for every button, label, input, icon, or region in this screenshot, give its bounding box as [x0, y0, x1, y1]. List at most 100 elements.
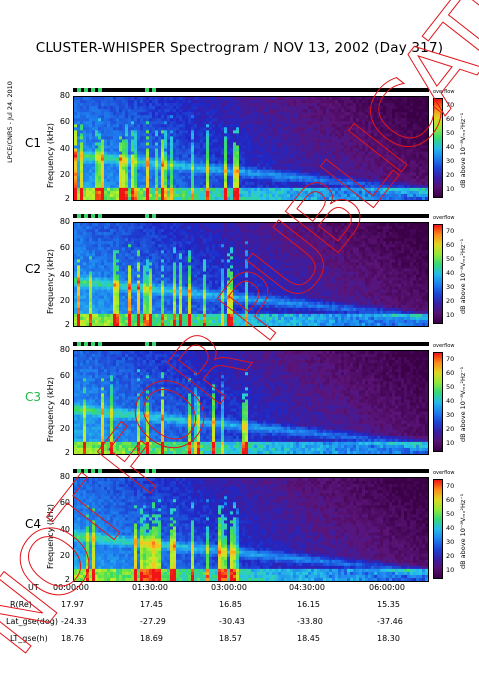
y-tick-label: 2 [64, 575, 70, 584]
x-axis-value: 18.45 [297, 634, 320, 643]
y-tick-label: 40 [59, 143, 70, 153]
panel-c1-spectrogram [73, 96, 429, 201]
coverage-segment [91, 214, 95, 218]
x-axis-value: 06:00:00 [369, 583, 405, 592]
x-axis-value: 17.97 [61, 600, 84, 609]
colorbar-tick-label: 70 [446, 227, 455, 235]
colorbar [433, 479, 443, 579]
x-axis-row-label: UT [28, 583, 39, 592]
x-axis-value: 16.85 [219, 600, 242, 609]
colorbar-tick-label: 60 [446, 369, 455, 377]
panel-c1-label: C1 [25, 136, 42, 150]
y-tick-label: 2 [64, 448, 70, 457]
panel-c4-coverage-bar [73, 469, 429, 473]
x-axis-value: -30.43 [219, 617, 245, 626]
x-axis-value: 16.15 [297, 600, 320, 609]
colorbar-tick-label: 30 [446, 411, 455, 419]
panel-c2-spectrogram [73, 222, 429, 327]
x-axis-value: 18.76 [61, 634, 84, 643]
y-tick-label: 80 [59, 217, 70, 226]
x-axis-row-label: Lat_gse(deg) [6, 617, 58, 626]
coverage-segment [91, 342, 95, 346]
coverage-segment [152, 342, 156, 346]
colorbar [433, 352, 443, 452]
coverage-segment [98, 88, 102, 92]
coverage-segment [84, 88, 88, 92]
y-tick-label: 2 [64, 194, 70, 203]
y-tick-label: 20 [59, 551, 70, 561]
colorbar-tick-label: 30 [446, 538, 455, 546]
colorbar-tick-label: 60 [446, 496, 455, 504]
colorbar-tick-label: 50 [446, 383, 455, 391]
coverage-segment [77, 469, 81, 473]
colorbar-tick-label: 50 [446, 255, 455, 263]
colorbar-tick-label: 10 [446, 311, 455, 319]
colorbar-header: overflow [433, 343, 455, 349]
x-axis-value: 17.45 [140, 600, 163, 609]
y-tick-label: 20 [59, 424, 70, 434]
coverage-segment [145, 342, 149, 346]
x-axis-value: 01:30:00 [132, 583, 168, 592]
y-tick-label: 40 [59, 524, 70, 534]
colorbar-tick-label: 20 [446, 297, 455, 305]
coverage-segment [84, 342, 88, 346]
y-tick-label: 40 [59, 269, 70, 279]
coverage-segment [77, 88, 81, 92]
coverage-segment [77, 342, 81, 346]
coverage-segment [98, 469, 102, 473]
side-stamp: LPCE/CNRS - Jul 24, 2010 [6, 81, 14, 163]
y-tick-label: 60 [59, 371, 70, 381]
panel-c3-coverage-bar [73, 342, 429, 346]
colorbar-tick-label: 60 [446, 115, 455, 123]
chart-title: CLUSTER-WHISPER Spectrogram / NOV 13, 20… [35, 40, 444, 56]
x-axis-value: 18.69 [140, 634, 163, 643]
colorbar-label: dB above 10⁻⁸Vₘₓ²Hz⁻¹ [459, 238, 467, 314]
colorbar-tick-label: 30 [446, 157, 455, 165]
y-tick-label: 40 [59, 397, 70, 407]
y-tick-label: 60 [59, 117, 70, 127]
panel-c3-spectrogram [73, 350, 429, 455]
x-axis-value: -27.29 [140, 617, 166, 626]
panel-c4-label: C4 [25, 517, 42, 531]
y-tick-label: 20 [59, 296, 70, 306]
x-axis-row-label: LT_gse(h) [10, 634, 48, 643]
colorbar-tick-label: 20 [446, 552, 455, 560]
colorbar [433, 224, 443, 324]
colorbar-tick-label: 10 [446, 185, 455, 193]
colorbar-tick-label: 40 [446, 269, 455, 277]
coverage-segment [152, 469, 156, 473]
y-tick-label: 80 [59, 472, 70, 481]
colorbar-tick-label: 40 [446, 143, 455, 151]
coverage-segment [145, 214, 149, 218]
colorbar-tick-label: 30 [446, 283, 455, 291]
colorbar-header: overflow [433, 470, 455, 476]
coverage-segment [91, 88, 95, 92]
colorbar-tick-label: 70 [446, 355, 455, 363]
coverage-segment [98, 342, 102, 346]
y-tick-label: 80 [59, 91, 70, 100]
x-axis-value: 03:00:00 [211, 583, 247, 592]
colorbar-tick-label: 20 [446, 425, 455, 433]
colorbar [433, 98, 443, 198]
y-tick-label: 2 [64, 320, 70, 329]
colorbar-label: dB above 10⁻⁸Vₘₓ²Hz⁻¹ [459, 366, 467, 442]
colorbar-label: dB above 10⁻⁸Vₘₓ²Hz⁻¹ [459, 493, 467, 569]
panel-c2-label: C2 [25, 262, 42, 276]
colorbar-tick-label: 20 [446, 171, 455, 179]
colorbar-header: overflow [433, 89, 455, 95]
coverage-segment [91, 469, 95, 473]
x-axis-value: 15.35 [377, 600, 400, 609]
coverage-segment [145, 88, 149, 92]
colorbar-tick-label: 50 [446, 510, 455, 518]
colorbar-header: overflow [433, 215, 455, 221]
coverage-segment [98, 214, 102, 218]
panel-c4-spectrogram [73, 477, 429, 582]
colorbar-label: dB above 10⁻⁸Vₘₓ²Hz⁻¹ [459, 112, 467, 188]
x-axis-value: 18.57 [219, 634, 242, 643]
x-axis-value: -37.46 [377, 617, 403, 626]
colorbar-tick-label: 60 [446, 241, 455, 249]
colorbar-tick-label: 70 [446, 482, 455, 490]
x-axis-row-label: R(Re) [10, 600, 32, 609]
panel-c1-coverage-bar [73, 88, 429, 92]
colorbar-tick-label: 70 [446, 101, 455, 109]
